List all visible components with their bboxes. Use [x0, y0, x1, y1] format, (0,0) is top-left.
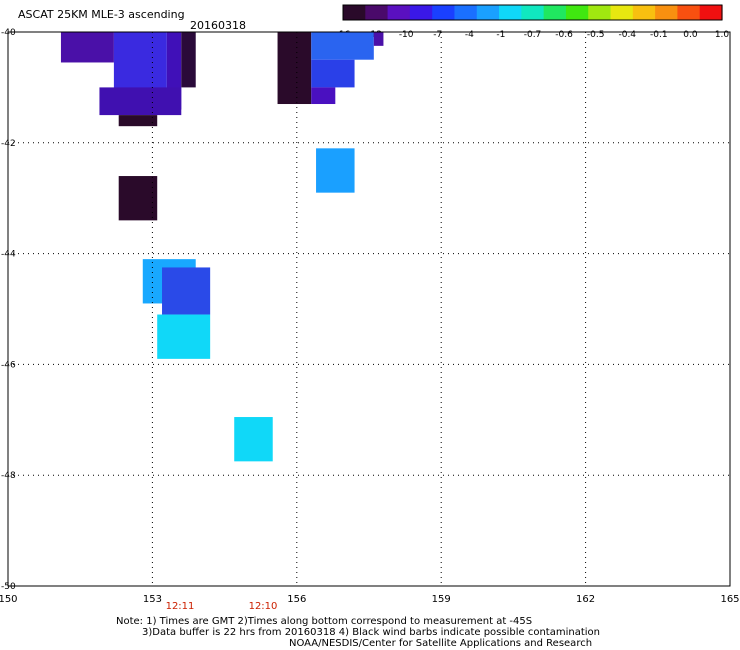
- colorbar-label: -10: [399, 30, 414, 40]
- colorbar-label: 0.0: [683, 30, 698, 40]
- x-tick-label: 150: [0, 594, 18, 605]
- colorbar-segment: [632, 5, 656, 20]
- y-tick-label: -48: [1, 471, 16, 481]
- colorbar-segment: [454, 5, 478, 20]
- wind-patch: [181, 32, 196, 88]
- colorbar-segment: [677, 5, 701, 20]
- colorbar: -16-13-10-7-4-1-0.7-0.6-0.5-0.4-0.10.01.…: [336, 4, 730, 40]
- x-tick-label: 156: [287, 594, 306, 605]
- colorbar-label: -0.1: [650, 30, 668, 40]
- wind-patch: [60, 32, 114, 63]
- wind-patch: [373, 32, 384, 46]
- wind-patch: [234, 417, 273, 462]
- note-line-1: Note: 1) Times are GMT 2)Times along bot…: [116, 616, 533, 627]
- colorbar-label: -0.5: [587, 30, 605, 40]
- wind-patch: [157, 314, 211, 359]
- wind-patch: [118, 115, 158, 127]
- colorbar-label: -0.7: [524, 30, 542, 40]
- wind-patch: [311, 59, 355, 88]
- plot-frame: [7, 31, 731, 587]
- colorbar-segment: [655, 5, 679, 20]
- note-line-3: NOAA/NESDIS/Center for Satellite Applica…: [289, 638, 593, 649]
- note-line-2: 3)Data buffer is 22 hrs from 20160318 4)…: [142, 627, 600, 638]
- x-tick-label: 159: [432, 594, 451, 605]
- y-tick-label: -46: [1, 360, 16, 370]
- x-tick-label: 162: [576, 594, 595, 605]
- wind-patch: [311, 32, 374, 60]
- y-tick-label: -40: [1, 28, 16, 38]
- colorbar-segment: [565, 5, 589, 20]
- y-axis-labels: -40 -42 -44 -46 -48 -50: [1, 28, 16, 592]
- colorbar-label: -1: [496, 30, 505, 40]
- time-labels: 12:11 12:10: [166, 601, 278, 612]
- wind-patch: [277, 32, 312, 105]
- time-label: 12:10: [249, 601, 278, 612]
- colorbar-segment: [610, 5, 634, 20]
- wind-patch: [162, 267, 211, 315]
- colorbar-segment: [476, 5, 500, 20]
- x-tick-label: 153: [143, 594, 162, 605]
- colorbar-segment: [409, 5, 433, 20]
- colorbar-label: -7: [433, 30, 442, 40]
- colorbar-segment: [365, 5, 389, 20]
- map-title: ASCAT 25KM MLE-3 ascending: [18, 8, 185, 21]
- x-axis-labels: 150 153 156 159 162 165: [0, 594, 740, 605]
- colorbar-label: 1.0: [715, 30, 730, 40]
- wind-patch: [99, 87, 182, 116]
- colorbar-segment: [499, 5, 522, 20]
- y-tick-label: -50: [1, 582, 16, 592]
- x-tick-label: 165: [720, 594, 739, 605]
- y-tick-label: -44: [1, 250, 16, 260]
- colorbar-label: -0.6: [555, 30, 573, 40]
- wind-patch: [118, 176, 158, 221]
- map-date: 20160318: [190, 19, 246, 32]
- colorbar-segment: [432, 5, 456, 20]
- wind-patch: [316, 148, 355, 193]
- colorbar-segment: [699, 5, 723, 20]
- colorbar-segment: [521, 5, 545, 20]
- wind-patches: [60, 32, 384, 462]
- colorbar-segment: [343, 5, 366, 20]
- colorbar-segment: [543, 5, 567, 20]
- colorbar-segment: [588, 5, 612, 20]
- colorbar-label: -0.4: [618, 30, 636, 40]
- colorbar-label: -4: [465, 30, 474, 40]
- time-label: 12:11: [166, 601, 195, 612]
- grid-lines: [8, 32, 730, 586]
- colorbar-segment: [387, 5, 411, 20]
- wind-patch: [311, 87, 336, 105]
- y-tick-label: -42: [1, 139, 16, 149]
